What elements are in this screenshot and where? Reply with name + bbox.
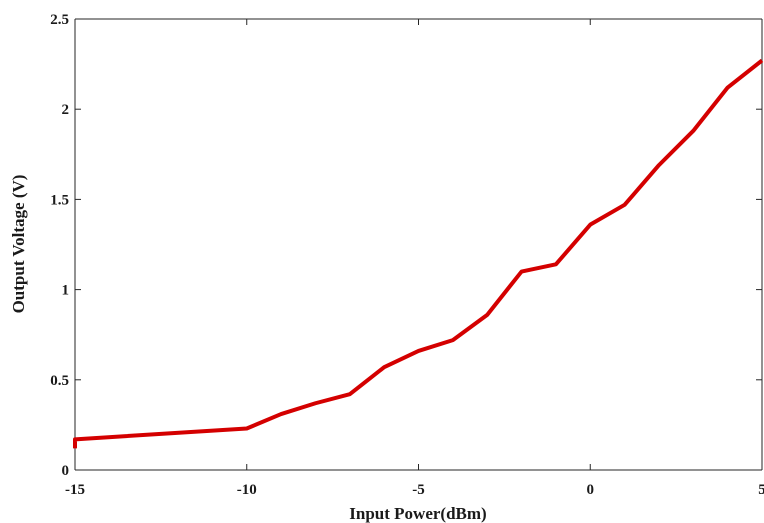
y-tick-label: 0.5 (50, 373, 69, 389)
y-axis-title: Output Voltage (V) (9, 175, 28, 314)
y-tick-label: 0 (62, 463, 70, 479)
x-tick-label: 5 (758, 482, 764, 498)
x-tick-label: -15 (65, 482, 85, 498)
x-tick-label: 0 (587, 482, 595, 498)
series-layer (73, 58, 764, 449)
plot-axes (74, 18, 763, 471)
x-axis-title: Input Power(dBm) (349, 504, 486, 523)
x-ticks: -15 -10 -5 0 5 (65, 19, 764, 498)
y-tick-label: 1 (62, 283, 70, 299)
x-tick-label: -10 (237, 482, 257, 498)
y-tick-label: 2.5 (50, 12, 69, 28)
y-tick-label: 1.5 (50, 192, 69, 208)
series-line (73, 58, 764, 449)
y-ticks: 0 0.5 1 1.5 2 2.5 (50, 12, 762, 479)
y-tick-label: 2 (62, 102, 70, 118)
x-tick-label: -5 (412, 482, 425, 498)
